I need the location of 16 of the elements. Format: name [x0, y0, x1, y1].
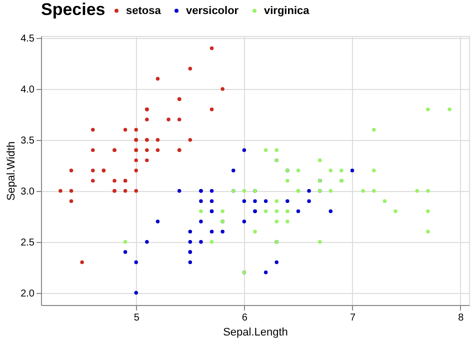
y-tick-label: 3.5 [20, 135, 35, 146]
x-tick-label: 5 [134, 312, 140, 324]
x-tick-label: 8 [458, 312, 464, 324]
legend-label: virginica [264, 4, 310, 17]
legend-label: setosa [126, 4, 162, 17]
y-tick-label: 2.0 [20, 288, 35, 300]
y-tick-label: 4.0 [20, 84, 35, 96]
x-tick-label: 6 [242, 312, 248, 324]
y-tick-label: 4.5 [20, 34, 35, 45]
y-axis-title: Sepal.Width [6, 141, 18, 201]
y-tick-label: 3.0 [20, 186, 35, 198]
x-tick-label: 7 [350, 312, 356, 324]
x-axis-title: Sepal.Length [223, 326, 288, 338]
legend-title: Species [41, 0, 106, 19]
legend-label: versicolor [186, 4, 240, 17]
y-tick-label: 2.5 [20, 237, 35, 248]
